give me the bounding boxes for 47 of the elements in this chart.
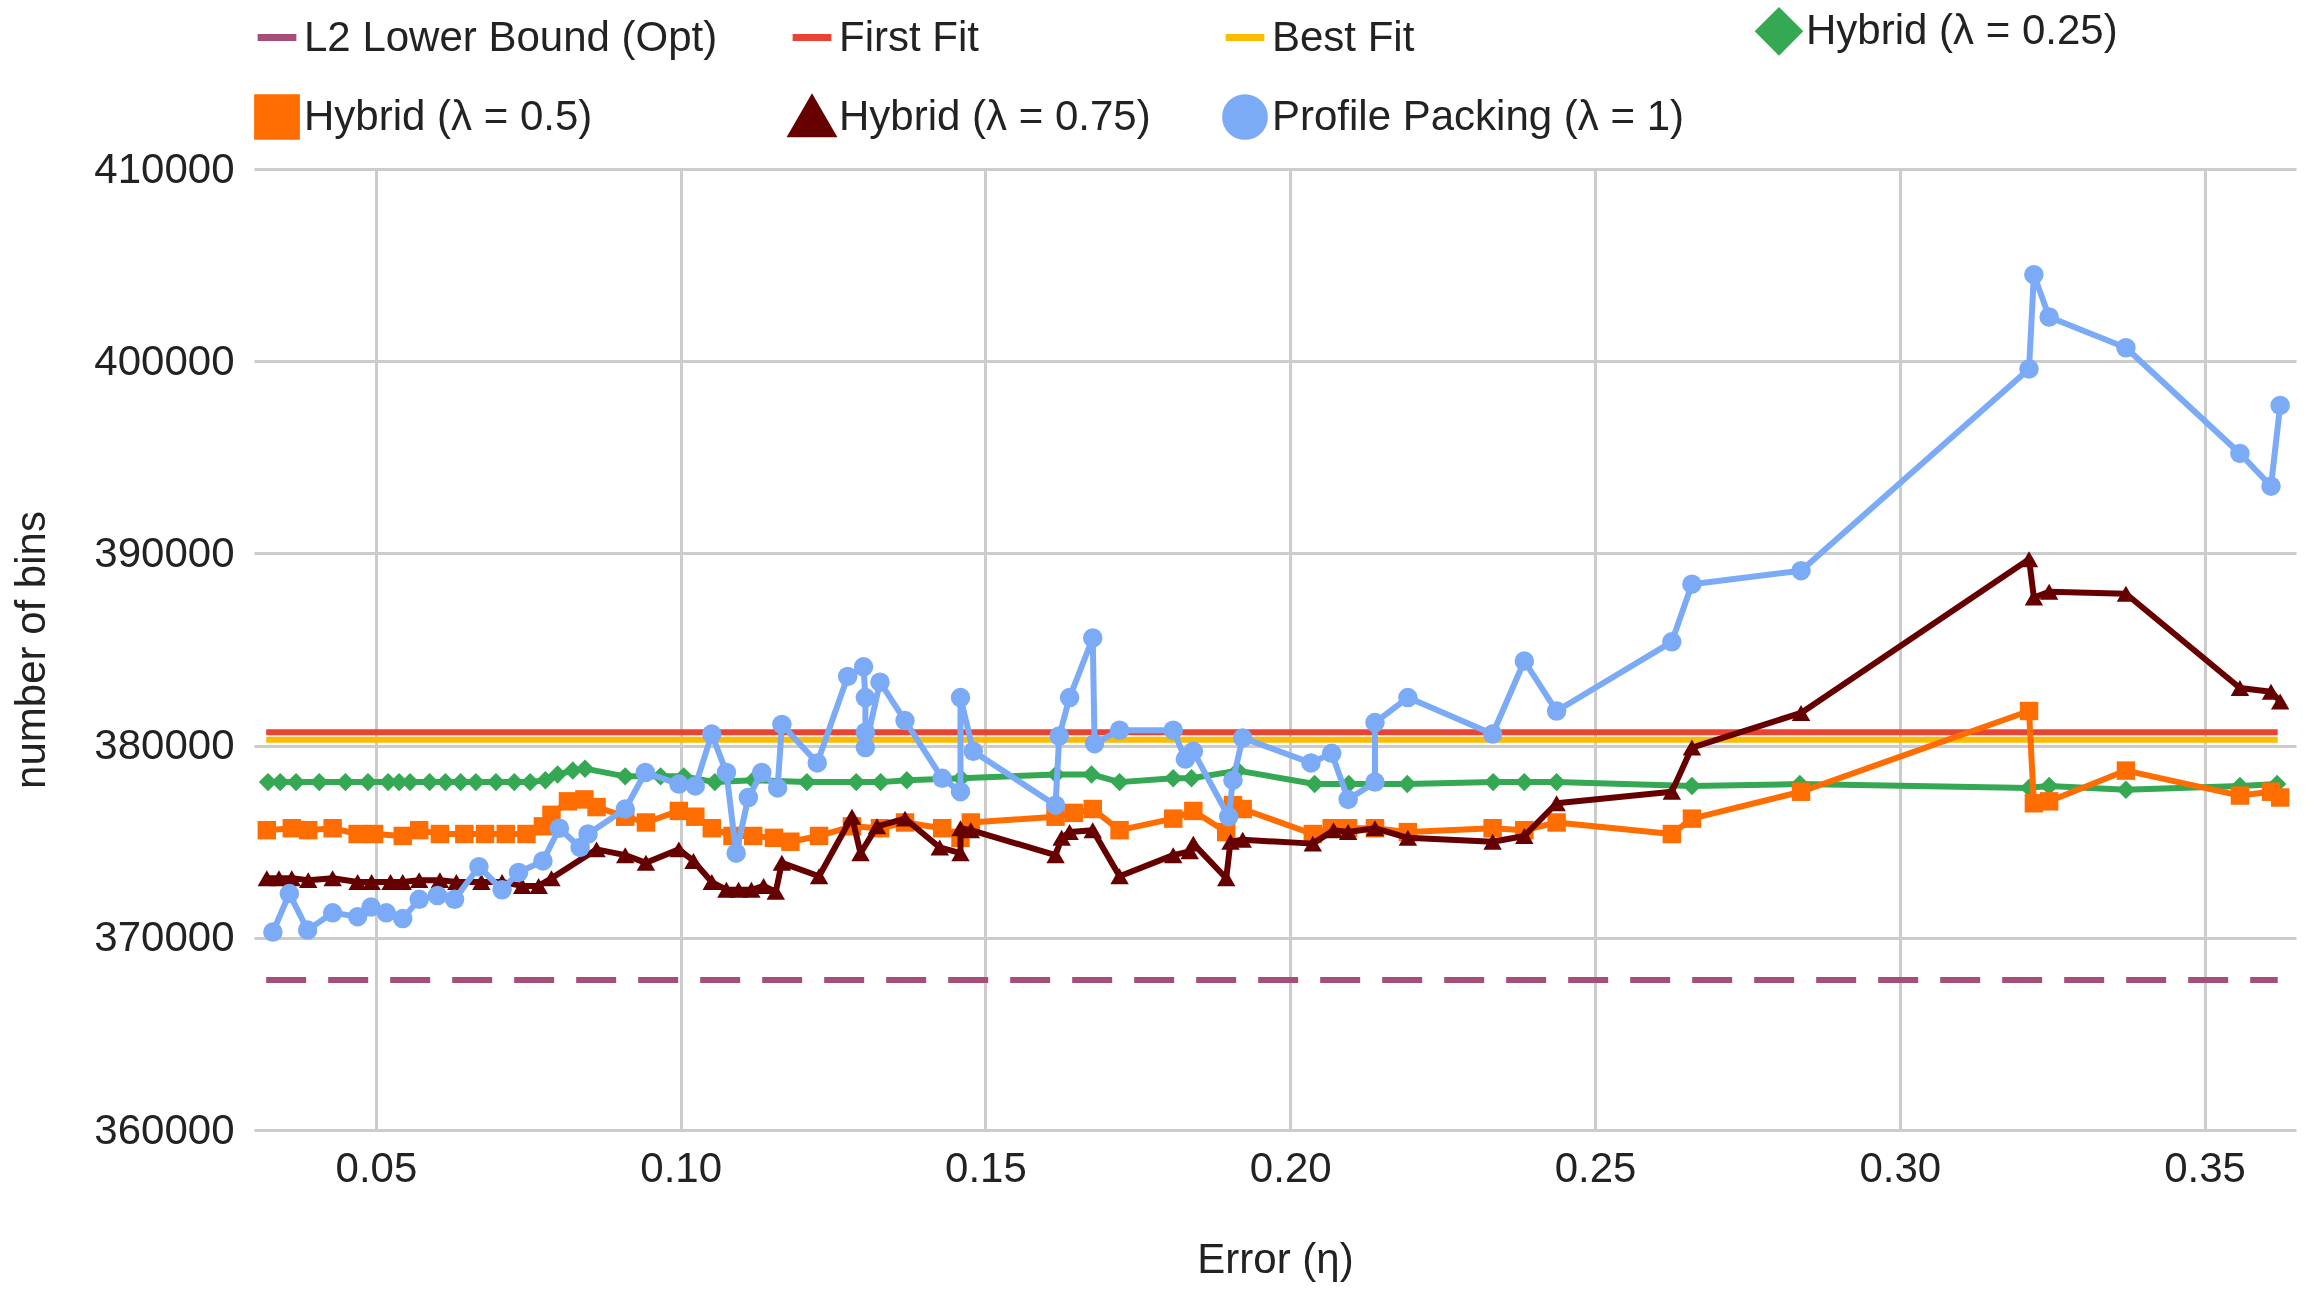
point [336, 772, 355, 792]
x-tick-label: 0.25 [1554, 1143, 1637, 1191]
point [1110, 772, 1129, 792]
point [1163, 769, 1183, 788]
point [1484, 772, 1503, 792]
point [1547, 772, 1566, 792]
y-tick-label: 360000 [94, 1105, 235, 1153]
point [420, 772, 439, 792]
point [563, 761, 583, 780]
legend-label: Hybrid (λ = 0.25) [1806, 6, 2118, 54]
point [1305, 774, 1324, 794]
point [310, 772, 329, 792]
point [548, 765, 567, 784]
x-tick-label: 0.35 [2164, 1143, 2246, 1191]
legend-label: First Fit [839, 12, 980, 60]
point [536, 770, 555, 790]
point [871, 772, 890, 792]
point [1398, 774, 1417, 794]
x-tick-label: 0.20 [1249, 1143, 1332, 1191]
point [451, 772, 470, 792]
legend-label: Hybrid (λ = 0.75) [839, 92, 1151, 139]
point [847, 772, 866, 792]
y-tick-label: 390000 [94, 528, 235, 576]
point [436, 772, 455, 792]
x-tick-label: 0.10 [640, 1143, 723, 1191]
y-tick-label: 400000 [94, 336, 235, 384]
point [2116, 780, 2136, 800]
x-axis-title: Error (η) [1197, 1234, 1354, 1282]
point [1515, 772, 1534, 792]
point [897, 770, 917, 790]
y-tick-label: 380000 [94, 721, 235, 769]
legend-label: Hybrid (λ = 0.5) [304, 92, 593, 139]
point [575, 759, 595, 778]
point [1182, 769, 1201, 788]
legend-label: L2 Lower Bound (Opt) [304, 12, 718, 60]
legend-label: Best Fit [1272, 12, 1415, 60]
y-axis-title: number of bins [7, 511, 55, 789]
y-tick-label: 370000 [94, 913, 235, 961]
point [1682, 776, 1702, 796]
point [705, 772, 725, 792]
x-tick-label: 0.30 [1859, 1143, 1942, 1191]
legend-label: Profile Packing (λ = 1) [1272, 92, 1685, 139]
point [505, 772, 524, 792]
x-tick-label: 0.15 [945, 1143, 1027, 1191]
point [486, 772, 506, 792]
x-tick-label: 0.05 [335, 1143, 418, 1191]
y-tick-label: 410000 [94, 144, 235, 192]
